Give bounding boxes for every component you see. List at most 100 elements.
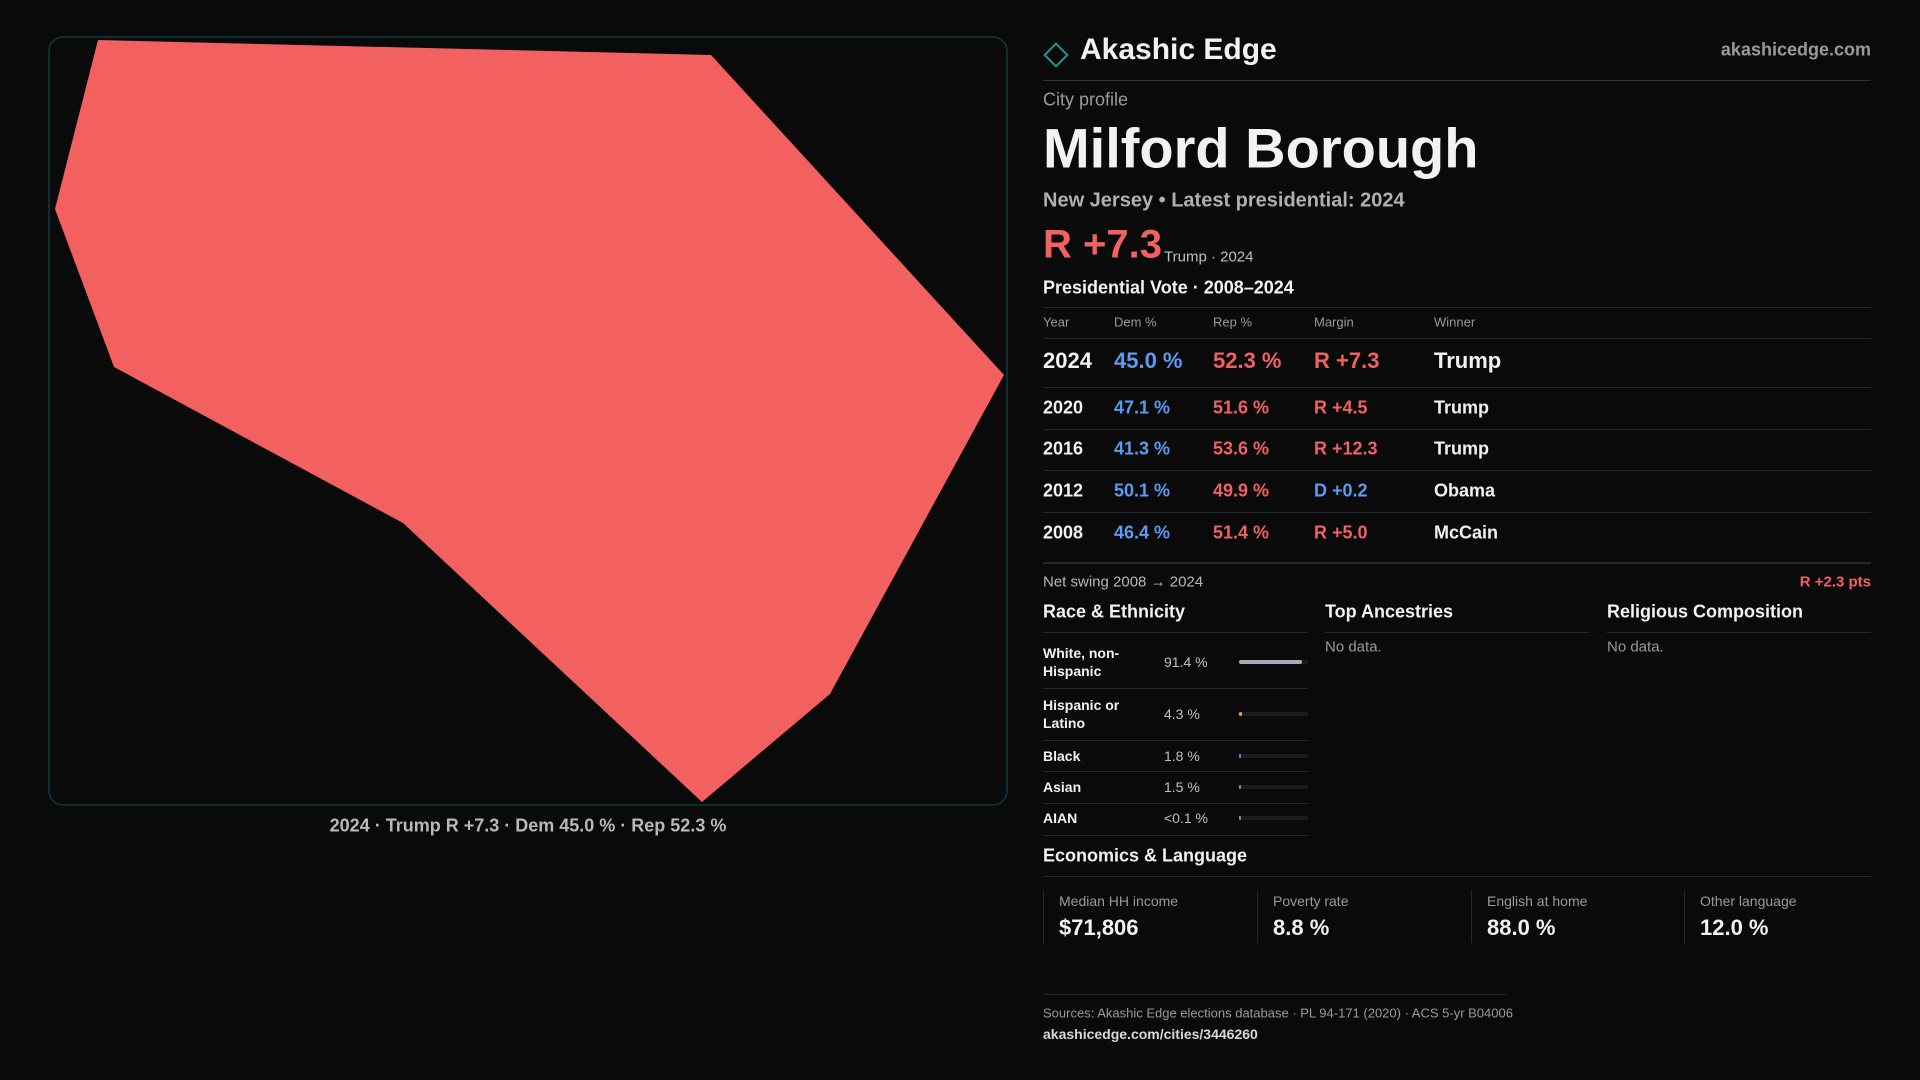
bar xyxy=(1239,754,1241,758)
table-cell: R +4.5 xyxy=(1314,397,1368,418)
stat-border xyxy=(1043,891,1044,943)
sources: Sources: Akashic Edge elections database… xyxy=(1043,1005,1513,1021)
stat-label: Poverty rate xyxy=(1273,893,1349,909)
divider xyxy=(1043,387,1871,388)
section-title: Religious Composition xyxy=(1607,601,1803,622)
race-label: Asian xyxy=(1043,779,1082,795)
no-data: No data. xyxy=(1607,638,1664,656)
stat-border xyxy=(1684,891,1685,943)
headline-margin: R +7.3 xyxy=(1043,222,1162,267)
table-cell: R +12.3 xyxy=(1314,438,1378,459)
divider xyxy=(1043,429,1871,430)
table-cell: 51.6 % xyxy=(1213,397,1270,418)
table-cell: 46.4 % xyxy=(1114,522,1171,543)
table-cell: 41.3 % xyxy=(1114,438,1171,459)
site-link[interactable]: akashicedge.com xyxy=(1720,39,1871,60)
margin-note: Trump · 2024 xyxy=(1164,248,1254,266)
divider xyxy=(1043,740,1308,741)
column-header: Margin xyxy=(1314,314,1354,330)
stat-border xyxy=(1257,891,1258,943)
section-title: Top Ancestries xyxy=(1325,601,1454,622)
column-header: Year xyxy=(1043,314,1070,330)
table-cell: 45.0 % xyxy=(1114,348,1183,373)
race-value: <0.1 % xyxy=(1164,810,1208,826)
table-cell: D +0.2 xyxy=(1314,480,1368,501)
swing-label: Net swing 2008 → 2024 xyxy=(1043,573,1204,591)
table-cell: 49.9 % xyxy=(1213,480,1270,501)
table-cell: R +7.3 xyxy=(1314,348,1380,373)
map-caption: 2024 · Trump R +7.3 · Dem 45.0 % · Rep 5… xyxy=(329,815,727,836)
bar xyxy=(1239,712,1242,716)
column-header: Rep % xyxy=(1213,314,1253,330)
bar-track xyxy=(1239,754,1308,758)
table-cell: Trump xyxy=(1434,397,1490,418)
no-data: No data. xyxy=(1325,638,1382,656)
city-shape xyxy=(55,40,1004,802)
column-header: Winner xyxy=(1434,314,1476,330)
divider xyxy=(1325,632,1589,633)
table-cell: Obama xyxy=(1434,480,1496,501)
bar xyxy=(1239,816,1241,820)
brand: Akashic Edge xyxy=(1080,33,1277,66)
stat-value: 88.0 % xyxy=(1487,915,1556,940)
table-cell: Trump xyxy=(1434,348,1502,373)
divider xyxy=(1043,803,1308,804)
table-cell: 47.1 % xyxy=(1114,397,1171,418)
bar xyxy=(1239,660,1303,664)
divider xyxy=(1043,632,1308,633)
section-title: Economics & Language xyxy=(1043,845,1248,866)
divider xyxy=(1043,688,1308,689)
divider xyxy=(1043,80,1871,81)
divider xyxy=(1607,632,1871,633)
logo xyxy=(1043,42,1069,68)
stat-label: English at home xyxy=(1487,893,1588,909)
votes-title: Presidential Vote · 2008–2024 xyxy=(1043,277,1294,298)
race-value: 91.4 % xyxy=(1164,654,1208,670)
section-title: Race & Ethnicity xyxy=(1043,601,1186,622)
divider xyxy=(1043,562,1871,564)
bar-track xyxy=(1239,785,1308,789)
table-cell: 50.1 % xyxy=(1114,480,1171,501)
stat-label: Other language xyxy=(1700,893,1797,909)
table-cell: McCain xyxy=(1434,522,1499,543)
table-cell: 51.4 % xyxy=(1213,522,1270,543)
table-cell: 2024 xyxy=(1043,348,1092,373)
divider xyxy=(1043,307,1871,308)
divider xyxy=(1043,771,1308,772)
city-title: Milford Borough xyxy=(1043,116,1479,180)
table-cell: 52.3 % xyxy=(1213,348,1282,373)
divider xyxy=(1043,835,1308,836)
race-value: 1.8 % xyxy=(1164,748,1200,764)
table-cell: 2020 xyxy=(1043,397,1084,418)
table-cell: R +5.0 xyxy=(1314,522,1368,543)
kicker: City profile xyxy=(1043,89,1129,110)
subtitle: New Jersey • Latest presidential: 2024 xyxy=(1043,189,1405,212)
map xyxy=(48,36,1008,806)
stat-border xyxy=(1471,891,1472,943)
divider xyxy=(1043,512,1871,513)
stat-value: 12.0 % xyxy=(1700,915,1769,940)
swing-value: R +2.3 pts xyxy=(1799,573,1871,591)
stat-value: 8.8 % xyxy=(1273,915,1330,940)
race-label: Black xyxy=(1043,748,1081,764)
race-value: 1.5 % xyxy=(1164,779,1200,795)
divider xyxy=(1043,470,1871,471)
bar-track xyxy=(1239,816,1308,820)
divider xyxy=(1043,876,1871,877)
table-cell: 2008 xyxy=(1043,522,1084,543)
race-label: AIAN xyxy=(1043,810,1078,826)
table-cell: 2016 xyxy=(1043,438,1084,459)
stat-label: Median HH income xyxy=(1059,893,1179,909)
table-cell: Trump xyxy=(1434,438,1490,459)
page-url[interactable]: akashicedge.com/cities/3446260 xyxy=(1043,1026,1258,1042)
column-header: Dem % xyxy=(1114,314,1157,330)
table-cell: 2012 xyxy=(1043,480,1084,501)
divider xyxy=(1043,994,1506,995)
stat-value: $71,806 xyxy=(1059,915,1139,940)
race-label: White, non-Hispanic xyxy=(1043,645,1120,679)
bar-track xyxy=(1239,712,1308,716)
bar xyxy=(1239,785,1241,789)
race-value: 4.3 % xyxy=(1164,706,1200,722)
table-cell: 53.6 % xyxy=(1213,438,1270,459)
